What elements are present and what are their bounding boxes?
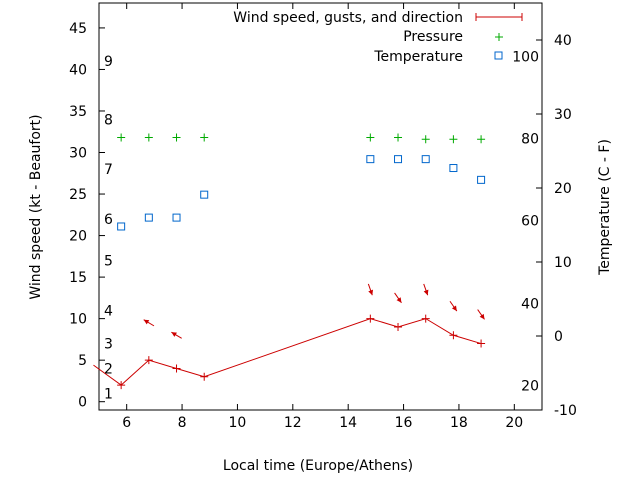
fahrenheit-label: 100: [512, 49, 539, 65]
pressure-point: [421, 135, 430, 144]
wind-arrow-head: [368, 289, 374, 296]
wind-speed-point: [394, 322, 403, 331]
wind-speed-point: [117, 381, 126, 390]
y-tick-left-label: 5: [78, 353, 87, 369]
beaufort-label: 6: [104, 212, 113, 228]
x-tick-label: 12: [284, 415, 302, 431]
y-tick-left-label: 30: [69, 146, 87, 162]
wind-speed-point: [172, 364, 181, 373]
y-tick-left-label: 0: [78, 395, 87, 411]
temperature-point: [200, 190, 209, 199]
wind-arrow-head: [423, 289, 429, 296]
pressure-point: [200, 133, 209, 142]
wind-speed-point: [366, 314, 375, 323]
temperature-point: [117, 222, 126, 231]
y-axis-right-label: Temperature (C - F): [597, 139, 613, 276]
y-axis-left: 0 5 10 15 20 25 30 35 40 45: [69, 21, 105, 411]
temperature-point: [172, 213, 181, 222]
pressure-point: [117, 133, 126, 142]
wind-arrow-head: [396, 297, 402, 303]
pressure-point: [477, 135, 486, 144]
y-tick-left-label: 15: [69, 270, 87, 286]
x-tick-label: 14: [339, 415, 357, 431]
legend-label-pressure: Pressure: [403, 29, 463, 45]
x-tick-label: 6: [122, 415, 131, 431]
y-tick-right-label: -10: [554, 403, 577, 419]
legend-swatch-temperature: [494, 51, 503, 60]
beaufort-label: 2: [104, 361, 113, 377]
plot-frame: [98, 2, 543, 411]
wind-speed-point: [449, 331, 458, 340]
beaufort-label: 3: [104, 337, 113, 353]
beaufort-label: 5: [104, 253, 113, 269]
wind-arrow-head: [451, 305, 457, 312]
pressure-point: [144, 133, 153, 142]
series-layer: [93, 133, 486, 390]
beaufort-label: 9: [104, 54, 113, 70]
y-tick-left-label: 10: [69, 312, 87, 328]
temperature-point: [421, 155, 430, 164]
legend-label-temperature: Temperature: [373, 49, 463, 65]
beaufort-scale: 1 2 3 4 5 6 7 8 9: [104, 54, 113, 402]
fahrenheit-label: 60: [521, 214, 539, 230]
x-tick-label: 18: [450, 415, 468, 431]
temperature-point: [394, 155, 403, 164]
wind-speed-point: [200, 372, 209, 381]
fahrenheit-label: 40: [521, 296, 539, 312]
y-tick-left-label: 35: [69, 104, 87, 120]
wind-arrow-head: [479, 313, 485, 320]
y-tick-right-label: 40: [554, 33, 572, 49]
temperature-point: [366, 155, 375, 164]
pressure-point: [172, 133, 181, 142]
beaufort-label: 8: [104, 112, 113, 128]
wind-speed-point: [477, 339, 486, 348]
y-tick-left-label: 45: [69, 21, 87, 37]
y-tick-left-label: 20: [69, 229, 87, 245]
y-axis-left-label: Wind speed (kt - Beaufort): [28, 114, 44, 299]
y-tick-right-label: 10: [554, 255, 572, 271]
wind-arrow-head: [143, 319, 150, 325]
temperature-point: [144, 213, 153, 222]
y-axis-right: -10 0 10 20 30 40: [536, 33, 577, 419]
y-tick-right-label: 30: [554, 107, 572, 123]
wind-speed-line: [93, 318, 482, 386]
legend: Wind speed, gusts, and direction Pressur…: [233, 10, 523, 65]
temperature-point: [477, 175, 486, 184]
x-axis: 6 8 10 12 14 16 18 20: [122, 3, 523, 431]
x-axis-label: Local time (Europe/Athens): [223, 458, 413, 474]
x-tick-label: 8: [178, 415, 187, 431]
temperature-point: [449, 164, 458, 173]
y-tick-right-label: 20: [554, 181, 572, 197]
beaufort-label: 4: [104, 303, 113, 319]
y-tick-left-label: 40: [69, 62, 87, 78]
beaufort-label: 1: [104, 386, 113, 402]
x-tick-label: 10: [229, 415, 247, 431]
legend-swatch-pressure: [495, 33, 503, 41]
y-tick-left-label: 25: [69, 187, 87, 203]
pressure-point: [449, 135, 458, 144]
wind-direction-arrows: [143, 283, 485, 339]
pressure-point: [366, 133, 375, 142]
wind-arrow-head: [171, 332, 177, 337]
fahrenheit-label: 20: [521, 379, 539, 395]
y-tick-right-label: 0: [554, 329, 563, 345]
wind-speed-point: [144, 356, 153, 365]
pressure-point: [394, 133, 403, 142]
wind-speed-point: [421, 314, 430, 323]
beaufort-label: 7: [104, 162, 113, 178]
x-tick-label: 20: [505, 415, 523, 431]
fahrenheit-scale: 20 40 60 80 100: [512, 49, 539, 394]
x-tick-label: 16: [395, 415, 413, 431]
legend-label-wind: Wind speed, gusts, and direction: [233, 10, 463, 26]
fahrenheit-label: 80: [521, 131, 539, 147]
